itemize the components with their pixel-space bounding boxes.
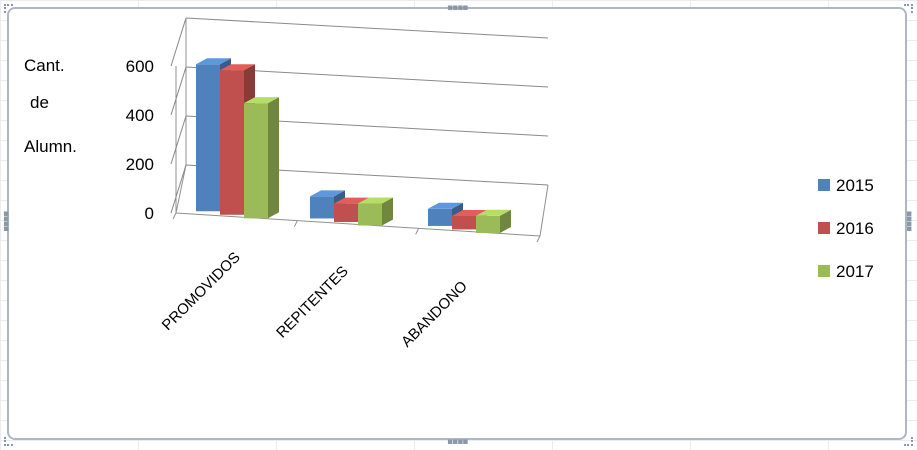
gridline-side <box>170 17 187 67</box>
bar-promovidos-2017 <box>244 97 279 219</box>
bar-front <box>334 203 358 222</box>
x-tick-mark <box>293 220 298 227</box>
resize-handle-bottom[interactable]: ▪▪▪▪ <box>447 437 468 447</box>
bar-front <box>476 215 500 233</box>
bar-repitentes-2017 <box>358 197 393 226</box>
bar-top <box>310 190 345 197</box>
resize-handle-bottom-left[interactable] <box>4 437 13 446</box>
gridline <box>185 17 549 39</box>
resize-handle-left[interactable]: ▪ ▪ ▪ ▪ <box>3 209 9 234</box>
legend-item-2016: 2016 <box>818 219 874 238</box>
gridline-side <box>170 164 187 214</box>
bar-top <box>358 197 393 204</box>
bar-front <box>220 70 244 215</box>
bar-side <box>500 209 511 233</box>
legend-item-2015: 2015 <box>818 176 874 195</box>
y-axis-title-line-3: Alumn. <box>24 137 77 156</box>
y-axis-title-line-1: Cant. <box>24 56 65 75</box>
y-tick-label: 200 <box>126 155 154 174</box>
legend-swatch <box>818 179 830 191</box>
legend-label: 2015 <box>836 176 874 195</box>
legend-label: 2016 <box>836 219 874 238</box>
x-tick-mark <box>415 228 420 235</box>
y-tick-label: 0 <box>145 204 154 223</box>
bar-top <box>220 64 255 71</box>
bar-front <box>428 208 452 226</box>
bar-side <box>382 197 393 226</box>
gridline-side <box>170 66 187 116</box>
floor-right-edge <box>539 184 549 237</box>
y-axis-title-line-2: de <box>30 93 49 112</box>
x-tick-mark <box>536 235 541 243</box>
x-tick-mark <box>172 212 177 220</box>
floor-side-edge <box>175 164 187 214</box>
y-tick-label: 600 <box>126 57 154 76</box>
resize-handle-right[interactable]: ▪ ▪ ▪ ▪ <box>906 209 912 234</box>
bar-top <box>428 202 463 209</box>
bar-front <box>358 203 382 226</box>
bars <box>196 58 511 233</box>
bar-top <box>334 197 369 204</box>
bar-top <box>196 58 231 65</box>
legend-label: 2017 <box>836 262 874 281</box>
x-tick-label: REPITENTES <box>273 263 352 342</box>
y-tick-label: 400 <box>126 106 154 125</box>
bar-front <box>244 103 268 219</box>
legend: 2015 2016 2017 <box>818 176 874 281</box>
bar-front <box>452 215 476 230</box>
legend-item-2017: 2017 <box>818 262 874 281</box>
resize-handle-top-left[interactable] <box>4 4 13 13</box>
resize-handle-top[interactable]: ▪▪▪▪ <box>447 3 468 13</box>
resize-handle-top-right[interactable] <box>904 4 913 13</box>
bar-top <box>452 209 487 216</box>
bar-repitentes-2015 <box>310 190 345 219</box>
bar-side <box>268 97 279 219</box>
bar-front <box>196 64 220 212</box>
bar-front <box>310 196 334 219</box>
bar-top <box>244 97 279 104</box>
x-tick-labels: PROMOVIDOS REPITENTES ABANDONO <box>159 249 471 351</box>
legend-swatch <box>818 222 830 234</box>
bar-top <box>476 209 511 216</box>
resize-handle-bottom-right[interactable] <box>904 437 913 446</box>
gridline-side <box>170 115 187 165</box>
legend-swatch <box>818 265 830 277</box>
bar-abandono-2017 <box>476 209 511 233</box>
x-tick-label: PROMOVIDOS <box>159 249 244 334</box>
y-tick-labels: 0 200 400 600 <box>126 57 154 223</box>
x-tick-label: ABANDONO <box>398 278 471 351</box>
